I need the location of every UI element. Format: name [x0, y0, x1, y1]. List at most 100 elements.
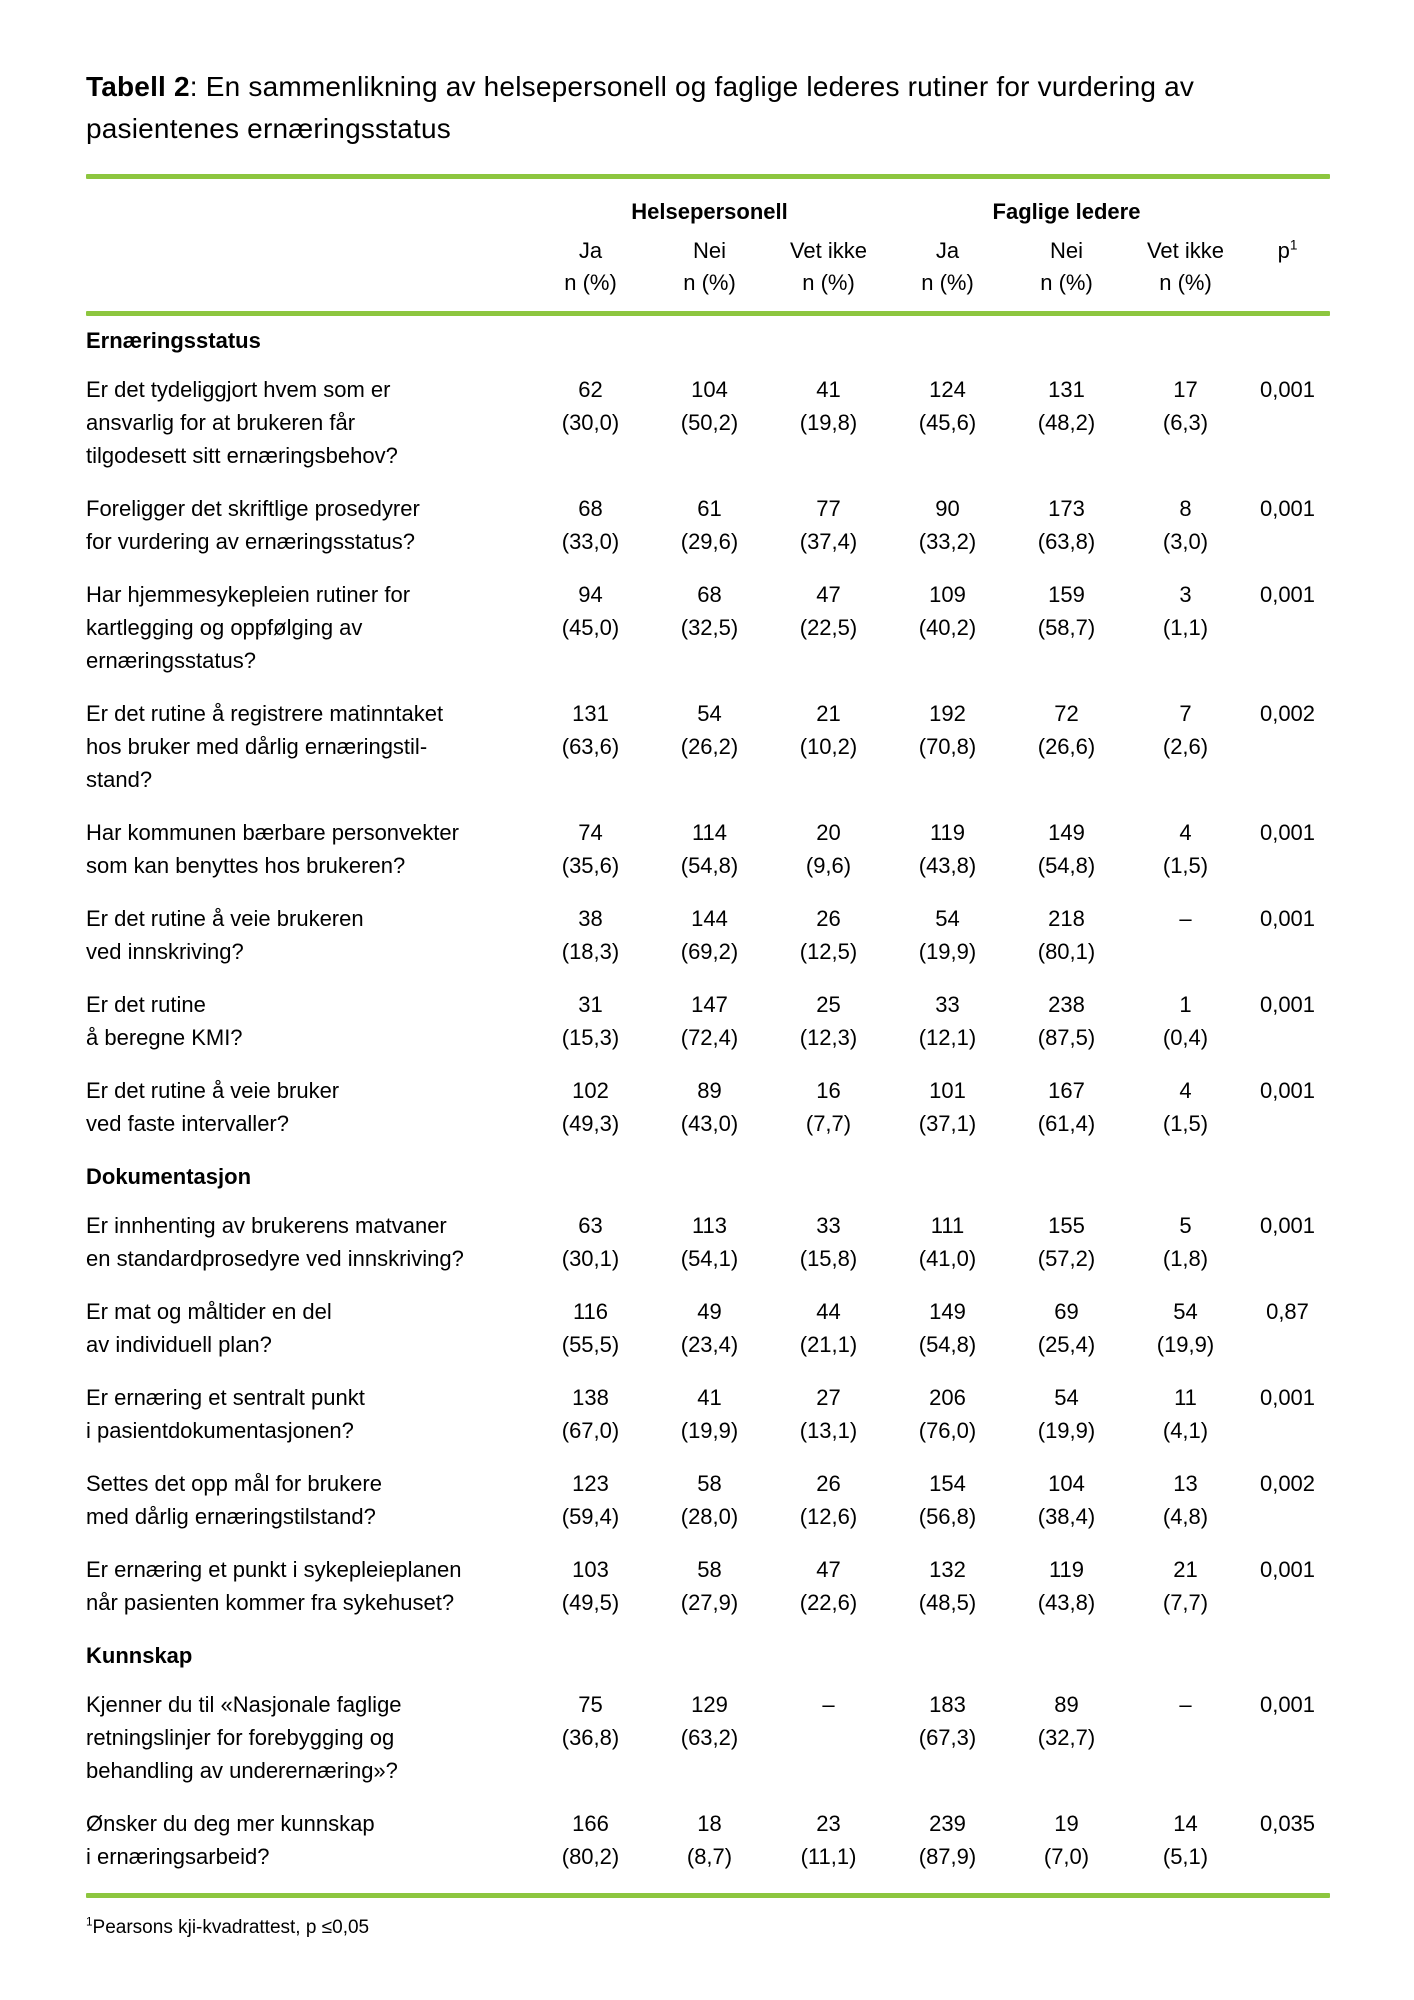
data-cell: 74 (35,6) — [531, 816, 650, 882]
question-line: Ønsker du deg mer kunnskap — [86, 1811, 375, 1836]
p-value-cell: 0,001 — [1259, 1385, 1316, 1410]
percent-value: (25,4) — [1037, 1332, 1096, 1357]
percent-value: (19,9) — [680, 1418, 739, 1443]
p-value-cell: 0,001 — [1259, 1557, 1316, 1582]
percent-value: (19,8) — [799, 410, 858, 435]
percent-value: (12,3) — [799, 1025, 858, 1050]
percent-value: (19,9) — [918, 939, 977, 964]
count-value: 109 — [929, 582, 966, 607]
table-row: Har kommunen bærbare personvekter som kan… — [86, 816, 1330, 882]
count-value: 61 — [697, 496, 722, 521]
percent-value: (69,2) — [680, 939, 739, 964]
count-value: 62 — [578, 377, 603, 402]
percent-value: (80,2) — [561, 1844, 620, 1869]
count-value: 31 — [578, 992, 603, 1017]
percent-value: (50,2) — [680, 410, 739, 435]
data-cell: 41 (19,8) — [769, 373, 888, 439]
column-label: Nei — [1049, 238, 1083, 263]
count-value: – — [1179, 906, 1192, 931]
percent-value: (27,9) — [680, 1590, 739, 1615]
data-cell: 77 (37,4) — [769, 492, 888, 558]
percent-value: (54,8) — [680, 853, 739, 878]
count-value: 159 — [1048, 582, 1085, 607]
data-cell: – — [769, 1688, 888, 1721]
percent-value: (32,5) — [680, 615, 739, 640]
data-cell: 69 (25,4) — [1007, 1295, 1126, 1361]
question-line: Er det rutine å registrere matinntaket — [86, 701, 444, 726]
percent-value: (7,7) — [805, 1111, 852, 1136]
question-line: ved faste intervaller? — [86, 1111, 289, 1136]
count-value: 21 — [816, 701, 841, 726]
p-superscript: 1 — [1289, 237, 1298, 253]
count-value: 104 — [1048, 1471, 1085, 1496]
question-cell: Settes det opp mål for brukere med dårlig… — [86, 1467, 531, 1533]
data-cell: 23 (11,1) — [769, 1807, 888, 1873]
data-cell: 131 (63,6) — [531, 697, 650, 763]
data-cell: 124 (45,6) — [888, 373, 1007, 439]
table-title-text: : En sammenlikning av helsepersonell og … — [86, 71, 1195, 144]
column-group-header-row: Helsepersonell Faglige ledere — [86, 197, 1330, 227]
count-value: 192 — [929, 701, 966, 726]
table-row: Kjenner du til «Nasjonale faglige retning… — [86, 1688, 1330, 1787]
p-value-cell: 0,001 — [1259, 906, 1316, 931]
count-value: 54 — [935, 906, 960, 931]
count-value: 173 — [1048, 496, 1085, 521]
data-cell: 44 (21,1) — [769, 1295, 888, 1361]
count-value: 149 — [929, 1299, 966, 1324]
percent-value: (11,1) — [800, 1844, 857, 1869]
question-cell: Har kommunen bærbare personvekter som kan… — [86, 816, 531, 882]
data-cell: 111 (41,0) — [888, 1209, 1007, 1275]
percent-value: (67,3) — [918, 1725, 977, 1750]
percent-value: (5,1) — [1162, 1844, 1209, 1869]
data-cell: 33 (12,1) — [888, 988, 1007, 1054]
percent-value: (56,8) — [918, 1504, 977, 1529]
percent-value: (72,4) — [680, 1025, 739, 1050]
question-line: Er mat og måltider en del — [86, 1299, 332, 1324]
question-line: når pasienten kommer fra sykehuset? — [86, 1590, 455, 1615]
data-cell: 154 (56,8) — [888, 1467, 1007, 1533]
percent-value: (61,4) — [1037, 1111, 1096, 1136]
section-header: Ernæringsstatus — [86, 328, 261, 353]
percent-value: (63,8) — [1037, 529, 1096, 554]
percent-value: (80,1) — [1037, 939, 1096, 964]
data-cell: 183 (67,3) — [888, 1688, 1007, 1754]
count-value: 113 — [691, 1213, 728, 1238]
percent-value: (4,8) — [1162, 1504, 1209, 1529]
percent-value: (18,3) — [561, 939, 620, 964]
count-value: 8 — [1179, 496, 1192, 521]
count-value: 23 — [816, 1811, 841, 1836]
count-value: 63 — [578, 1213, 603, 1238]
data-cell: 58 (27,9) — [650, 1553, 769, 1619]
p-value-cell: 0,001 — [1259, 496, 1316, 521]
count-value: 123 — [572, 1471, 609, 1496]
p-value-cell: 0,035 — [1259, 1811, 1316, 1836]
question-line: Er ernæring et punkt i sykepleieplanen — [86, 1557, 462, 1582]
data-cell: 218 (80,1) — [1007, 902, 1126, 968]
data-cell: 61 (29,6) — [650, 492, 769, 558]
data-cell: 62 (30,0) — [531, 373, 650, 439]
data-cell: 173 (63,8) — [1007, 492, 1126, 558]
data-cell: 239 (87,9) — [888, 1807, 1007, 1873]
percent-value: (70,8) — [918, 734, 977, 759]
question-line: Er innhenting av brukerens matvaner — [86, 1213, 447, 1238]
count-value: 13 — [1173, 1471, 1198, 1496]
question-line: ernæringsstatus? — [86, 648, 256, 673]
count-value: – — [1179, 1692, 1192, 1717]
count-value: 58 — [697, 1471, 722, 1496]
table-row: Ønsker du deg mer kunnskap i ernæringsarb… — [86, 1807, 1330, 1873]
count-value: 89 — [697, 1078, 722, 1103]
p-value-cell: 0,001 — [1259, 377, 1316, 402]
count-value: 33 — [935, 992, 960, 1017]
question-cell: Er innhenting av brukerens matvaner en st… — [86, 1209, 531, 1275]
column-subheader: n (%) — [564, 270, 617, 295]
count-value: 114 — [691, 820, 728, 845]
data-cell: 109 (40,2) — [888, 578, 1007, 644]
question-cell: Er det rutine å registrere matinntaket ho… — [86, 697, 531, 796]
percent-value: (1,1) — [1162, 615, 1209, 640]
column-label: Nei — [692, 238, 726, 263]
question-line: Er det rutine å veie brukeren — [86, 906, 364, 931]
question-line: Foreligger det skriftlige prosedyrer — [86, 496, 420, 521]
table-title-number: Tabell 2 — [86, 71, 190, 102]
count-value: 94 — [578, 582, 603, 607]
